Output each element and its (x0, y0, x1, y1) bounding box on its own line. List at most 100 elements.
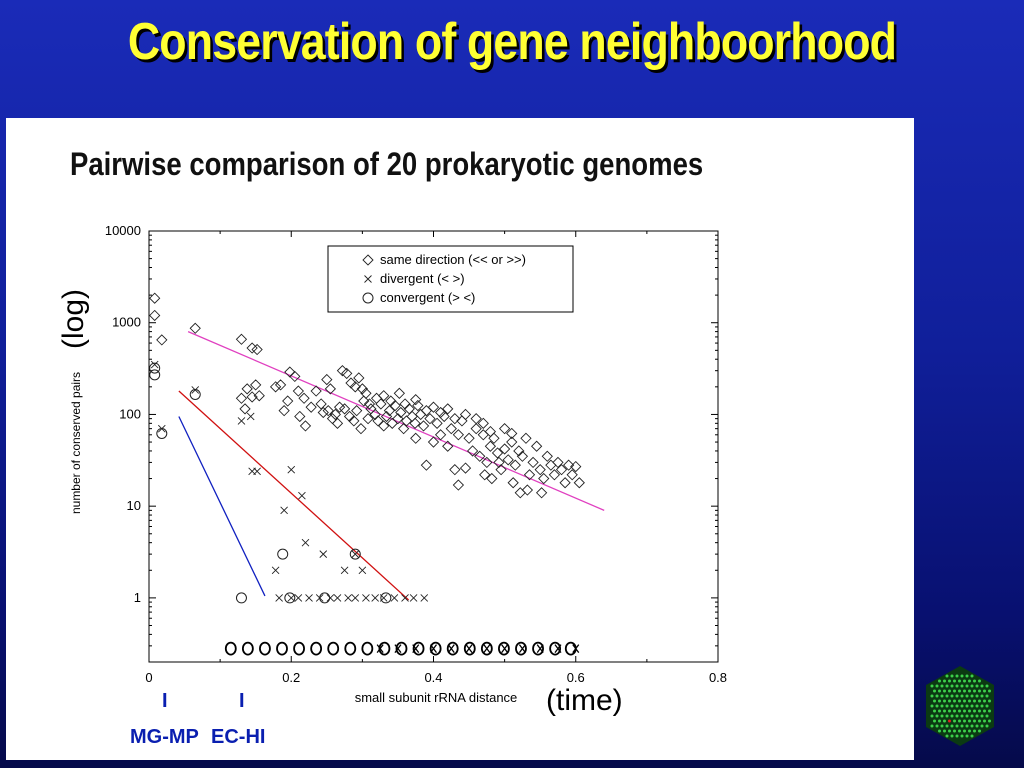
data-point-diamond (523, 469, 536, 481)
species-tick-mg-mp: I (162, 690, 168, 712)
data-point-x (287, 594, 296, 602)
logo-dot (963, 679, 966, 683)
data-points (149, 292, 585, 604)
logo-dot (963, 729, 966, 733)
data-point-diamond (566, 469, 578, 481)
logo-dot (943, 729, 946, 733)
logo-dot (978, 679, 981, 683)
data-point-x (371, 594, 379, 602)
data-point-diamond (520, 432, 532, 444)
data-point-diamond (349, 381, 361, 393)
data-point-diamond (559, 477, 571, 489)
logo-dot (980, 724, 984, 728)
data-point-diamond (563, 459, 575, 471)
data-point-circle (189, 388, 201, 400)
logo-dot (953, 689, 956, 693)
data-point-diamond (493, 456, 505, 469)
data-point-circle (380, 592, 392, 604)
data-point-diamond (555, 464, 568, 476)
logo-dot (938, 729, 941, 733)
data-point-diamond (538, 472, 550, 485)
logo-dot (953, 729, 956, 733)
data-point-diamond (541, 450, 553, 462)
data-point-diamond (534, 464, 546, 476)
data-point-diamond (246, 391, 258, 403)
logo-dot (930, 694, 934, 698)
data-point-x (305, 594, 313, 602)
logo-dot (953, 709, 956, 713)
logo-dot (988, 709, 991, 713)
logo-dot (955, 694, 959, 698)
data-point-x (344, 594, 352, 602)
data-point-diamond (491, 447, 504, 459)
data-point-x (246, 412, 255, 421)
data-point-diamond (385, 395, 397, 407)
logo-dot (953, 699, 956, 703)
species-label-ec-hi: EC-HI (211, 726, 266, 748)
slide-title: Conservation of gene neighboorhood (127, 13, 897, 71)
data-point-x (351, 594, 360, 602)
logo-dot (935, 714, 939, 718)
bottom-row-circle (344, 641, 357, 656)
data-point-diamond (363, 398, 376, 410)
data-point-circle (156, 427, 168, 439)
bottom-row-x (394, 644, 402, 653)
data-point-diamond (481, 456, 493, 469)
data-point-diamond (292, 385, 304, 397)
data-point-diamond (474, 450, 486, 462)
logo-dot (975, 694, 979, 698)
logo-dot (973, 729, 976, 733)
logo-dot (960, 714, 964, 718)
data-point-diamond (573, 477, 585, 489)
logo-dot (948, 729, 951, 733)
data-point-diamond (383, 405, 396, 417)
logo-dot (975, 704, 979, 708)
data-point-circle (319, 592, 331, 604)
data-point-x (150, 360, 159, 369)
bottom-row-x (465, 644, 473, 653)
logo-dot (955, 684, 959, 688)
scatter-plot: 0 0.2 0.4 0.6 0.8 1 10 100 1000 10000 small subun… (69, 223, 727, 705)
logo-dot (945, 694, 949, 698)
x-tick-label: 0 (145, 670, 152, 685)
x-tick-label: 0.8 (709, 670, 727, 685)
bottom-row-circle (446, 641, 459, 656)
bottom-row-circle (480, 641, 493, 656)
logo-dot (943, 709, 946, 713)
logo-dot (965, 684, 969, 688)
logo-dot (985, 714, 989, 718)
data-point-diamond (298, 392, 310, 404)
logo-dot (963, 689, 966, 693)
data-point-diamond (317, 406, 329, 419)
data-point-diamond (239, 403, 251, 415)
data-point-diamond (250, 379, 262, 391)
logo-dot (983, 719, 986, 723)
logo-dot (965, 734, 969, 738)
bottom-row-markers (224, 641, 580, 656)
data-point-diamond (449, 413, 461, 425)
data-point-x (253, 467, 261, 476)
data-point-diamond (479, 469, 491, 481)
bottom-row-circle (241, 641, 254, 656)
logo-dot (960, 674, 964, 678)
data-point-diamond (246, 342, 258, 354)
logo-dot (968, 719, 971, 723)
logo-dot (940, 714, 944, 718)
logo-dot (935, 694, 939, 698)
logo-dot (943, 689, 946, 693)
data-point-diamond (459, 462, 472, 474)
data-point-circle (149, 369, 161, 381)
logo-dot (983, 699, 986, 703)
data-point-x (287, 465, 296, 474)
data-point-diamond (535, 487, 548, 499)
data-point-diamond (395, 406, 407, 419)
y-tick-label: 10000 (105, 223, 141, 238)
logo-dot (955, 674, 959, 678)
data-point-x (326, 594, 335, 602)
data-point-x (275, 594, 283, 602)
data-point-diamond (241, 383, 253, 395)
data-point-diamond (397, 423, 410, 435)
data-point-diamond (149, 292, 161, 304)
data-point-diamond (351, 405, 363, 417)
bottom-row-x (483, 644, 491, 653)
